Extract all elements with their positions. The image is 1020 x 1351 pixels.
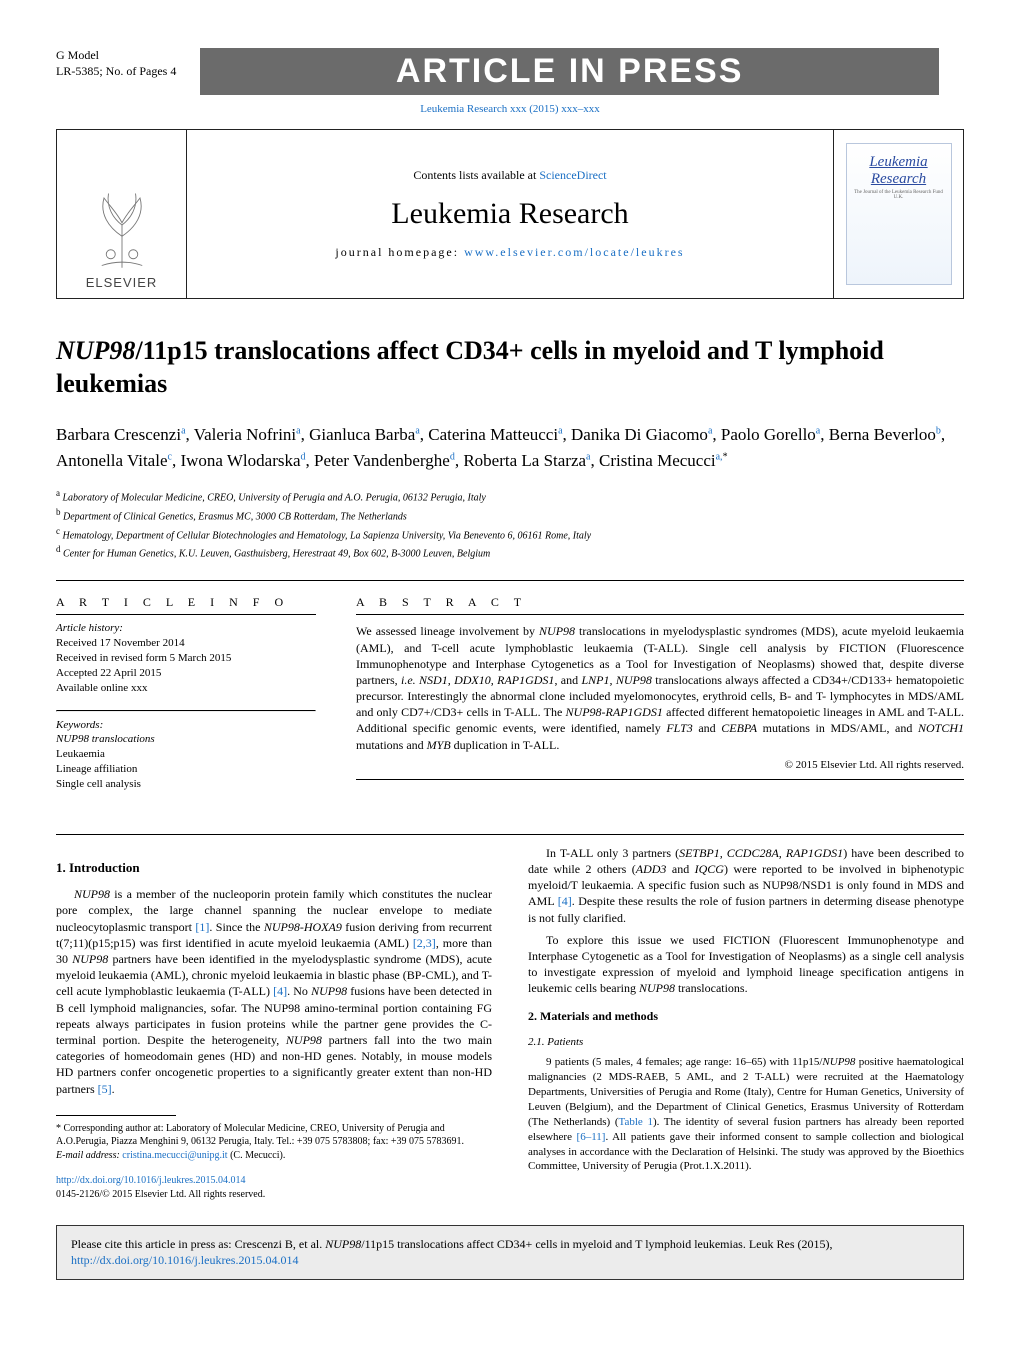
cover-subtitle: The Journal of the Leukemia Research Fun… (854, 190, 944, 200)
doi-block: http://dx.doi.org/10.1016/j.leukres.2015… (56, 1174, 492, 1201)
abstract-text: We assessed lineage involvement by NUP98… (356, 614, 964, 753)
abstract-col: A B S T R A C T We assessed lineage invo… (356, 585, 964, 805)
journal-box: ELSEVIER Contents lists available at Sci… (56, 129, 964, 299)
history-label: Article history: (56, 621, 316, 636)
elsevier-tree-icon (83, 175, 161, 275)
publisher-logo-panel: ELSEVIER (57, 130, 187, 298)
header-top: G Model LR-5385; No. of Pages 4 ARTICLE … (56, 48, 964, 95)
right-p1: In T-ALL only 3 partners (SETBP1, CCDC28… (528, 845, 964, 926)
email-line: E-mail address: cristina.mecucci@unipg.i… (56, 1149, 492, 1163)
keyword-0: NUP98 translocations (56, 732, 316, 747)
homepage-pre: journal homepage: (335, 245, 464, 259)
footnote-rule (56, 1115, 176, 1116)
publisher-name: ELSEVIER (86, 275, 158, 290)
keyword-3: Single cell analysis (56, 777, 316, 792)
history-accepted: Accepted 22 April 2015 (56, 666, 316, 681)
email-suffix: (C. Mecucci). (228, 1150, 286, 1161)
body-columns: 1. Introduction NUP98 is a member of the… (56, 845, 964, 1201)
rule-mid (56, 834, 964, 835)
intro-p1: NUP98 is a member of the nucleoporin pro… (56, 886, 492, 1096)
patients-p: 9 patients (5 males, 4 females; age rang… (528, 1055, 964, 1174)
gmodel-block: G Model LR-5385; No. of Pages 4 (56, 48, 176, 79)
gmodel-line2: LR-5385; No. of Pages 4 (56, 64, 176, 80)
email-label: E-mail address: (56, 1150, 122, 1161)
contents-pre: Contents lists available at (413, 168, 539, 182)
cover-title: Leukemia Research (869, 154, 927, 187)
footnotes: * Corresponding author at: Laboratory of… (56, 1122, 492, 1163)
right-p2: To explore this issue we used FICTION (F… (528, 932, 964, 997)
keywords-rule (56, 710, 316, 712)
doi-link[interactable]: http://dx.doi.org/10.1016/j.leukres.2015… (56, 1175, 246, 1186)
info-abstract-row: A R T I C L E I N F O Article history: R… (56, 585, 964, 805)
keyword-2: Lineage affiliation (56, 762, 316, 777)
cite-gene: NUP98 (325, 1237, 361, 1251)
affiliation-b: b Department of Clinical Genetics, Erasm… (56, 506, 964, 525)
section-2-1-heading: 2.1. Patients (528, 1035, 964, 1050)
affiliations: a Laboratory of Molecular Medicine, CREO… (56, 487, 964, 562)
history-received: Received 17 November 2014 (56, 636, 316, 651)
rule-top (56, 580, 964, 581)
section-2-heading: 2. Materials and methods (528, 1008, 964, 1024)
cite-pre: Please cite this article in press as: Cr… (71, 1237, 325, 1251)
history-available: Available online xxx (56, 681, 316, 696)
affiliation-a: a Laboratory of Molecular Medicine, CREO… (56, 487, 964, 506)
journal-name: Leukemia Research (391, 197, 628, 231)
homepage-link[interactable]: www.elsevier.com/locate/leukres (464, 245, 685, 259)
author-list: Barbara Crescenzia, Valeria Nofrinia, Gi… (56, 422, 964, 473)
abstract-bottom-rule (356, 779, 964, 780)
issn-line: 0145-2126/© 2015 Elsevier Ltd. All right… (56, 1188, 492, 1202)
keywords-block: Keywords: NUP98 translocations Leukaemia… (56, 710, 316, 792)
corresponding-author: * Corresponding author at: Laboratory of… (56, 1122, 492, 1149)
cite-box: Please cite this article in press as: Cr… (56, 1225, 964, 1279)
cite-doi-link[interactable]: http://dx.doi.org/10.1016/j.leukres.2015… (71, 1253, 298, 1267)
journal-ref: Leukemia Research xxx (2015) xxx–xxx (56, 103, 964, 115)
abstract-head: A B S T R A C T (356, 595, 964, 610)
keyword-1: Leukaemia (56, 747, 316, 762)
keywords-label: Keywords: (56, 718, 316, 733)
left-column: 1. Introduction NUP98 is a member of the… (56, 845, 492, 1201)
history-revised: Received in revised form 5 March 2015 (56, 651, 316, 666)
journal-cover-thumb: Leukemia Research The Journal of the Leu… (846, 143, 952, 285)
article-info-head: A R T I C L E I N F O (56, 595, 316, 610)
sciencedirect-link[interactable]: ScienceDirect (539, 168, 606, 182)
title-italic-gene: NUP98 (56, 336, 135, 365)
section-1-heading: 1. Introduction (56, 859, 492, 877)
cite-post: /11p15 translocations affect CD34+ cells… (361, 1237, 832, 1251)
email-link[interactable]: cristina.mecucci@unipg.it (122, 1150, 227, 1161)
abstract-copyright: © 2015 Elsevier Ltd. All rights reserved… (356, 759, 964, 771)
affiliation-c: c Hematology, Department of Cellular Bio… (56, 525, 964, 544)
in-press-bar: ARTICLE IN PRESS (200, 48, 939, 95)
title-rest: /11p15 translocations affect CD34+ cells… (56, 336, 884, 398)
journal-homepage: journal homepage: www.elsevier.com/locat… (335, 245, 684, 260)
contents-line: Contents lists available at ScienceDirec… (413, 168, 606, 183)
article-title: NUP98/11p15 translocations affect CD34+ … (56, 335, 964, 400)
right-column: In T-ALL only 3 partners (SETBP1, CCDC28… (528, 845, 964, 1201)
gmodel-line1: G Model (56, 48, 176, 64)
journal-cover-panel: Leukemia Research The Journal of the Leu… (833, 130, 963, 298)
journal-center: Contents lists available at ScienceDirec… (187, 130, 833, 298)
article-history: Article history: Received 17 November 20… (56, 614, 316, 695)
article-info-col: A R T I C L E I N F O Article history: R… (56, 585, 316, 805)
affiliation-d: d Center for Human Genetics, K.U. Leuven… (56, 543, 964, 562)
